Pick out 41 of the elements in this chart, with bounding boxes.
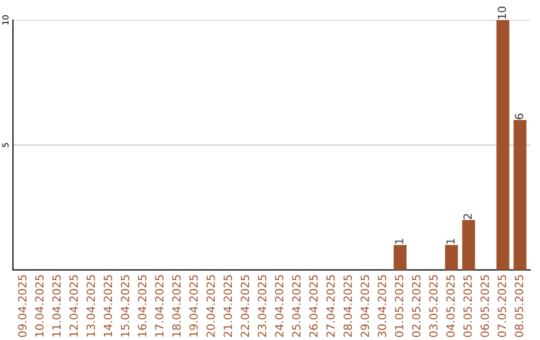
data-label: 1 xyxy=(446,238,455,244)
x-tick-label: 08.05.2025 xyxy=(514,275,524,338)
bar xyxy=(514,120,526,270)
x-tick-label: 27.04.2025 xyxy=(326,275,335,337)
x-tick-label: 28.04.2025 xyxy=(344,275,352,337)
x-tick-label: 23.04.2025 xyxy=(258,275,266,337)
x-tick-label: 01.05.2025 xyxy=(394,275,404,338)
x-tick-label: 22.04.2025 xyxy=(240,275,250,337)
x-tick-label: 26.04.2025 xyxy=(309,275,318,337)
bar xyxy=(445,244,458,270)
x-tick-label: 10.04.2025 xyxy=(35,275,44,337)
x-tick-label: 25.04.2025 xyxy=(292,275,301,337)
x-tick-label: 30.04.2025 xyxy=(378,275,386,337)
bar xyxy=(496,20,510,270)
bar xyxy=(394,244,407,270)
x-tick-label: 06.05.2025 xyxy=(480,275,489,338)
x-tick-label: 03.05.2025 xyxy=(429,275,438,338)
x-tick-label: 18.04.2025 xyxy=(172,275,181,337)
data-label: 2 xyxy=(463,214,472,220)
x-tick-label: 07.05.2025 xyxy=(498,275,506,338)
y-tick-label: 5 xyxy=(2,143,9,148)
x-tick-label: 12.04.2025 xyxy=(69,275,78,337)
x-tick-label: 29.04.2025 xyxy=(360,275,370,337)
x-tick-label: 04.05.2025 xyxy=(446,275,455,338)
x-tick-label: 15.04.2025 xyxy=(120,275,130,337)
x-tick-label: 14.04.2025 xyxy=(104,275,112,337)
x-tick-label: 09.04.2025 xyxy=(18,275,26,338)
data-label: 1 xyxy=(395,238,404,244)
x-tick-label: 05.05.2025 xyxy=(463,275,472,338)
x-tick-label: 17.04.2025 xyxy=(155,275,164,337)
data-label: 6 xyxy=(514,114,524,120)
bar xyxy=(462,220,476,270)
x-tick-label: 24.04.2025 xyxy=(275,275,284,337)
x-tick-label: 16.04.2025 xyxy=(138,275,146,337)
x-tick-label: 02.05.2025 xyxy=(412,275,420,338)
x-tick-label: 13.04.2025 xyxy=(86,275,95,337)
data-label: 10 xyxy=(498,6,506,19)
x-tick-label: 21.04.2025 xyxy=(224,275,232,337)
x-tick-label: 20.04.2025 xyxy=(206,275,215,337)
x-tick-label: 11.04.2025 xyxy=(52,275,61,337)
x-tick-label: 19.04.2025 xyxy=(189,275,198,337)
